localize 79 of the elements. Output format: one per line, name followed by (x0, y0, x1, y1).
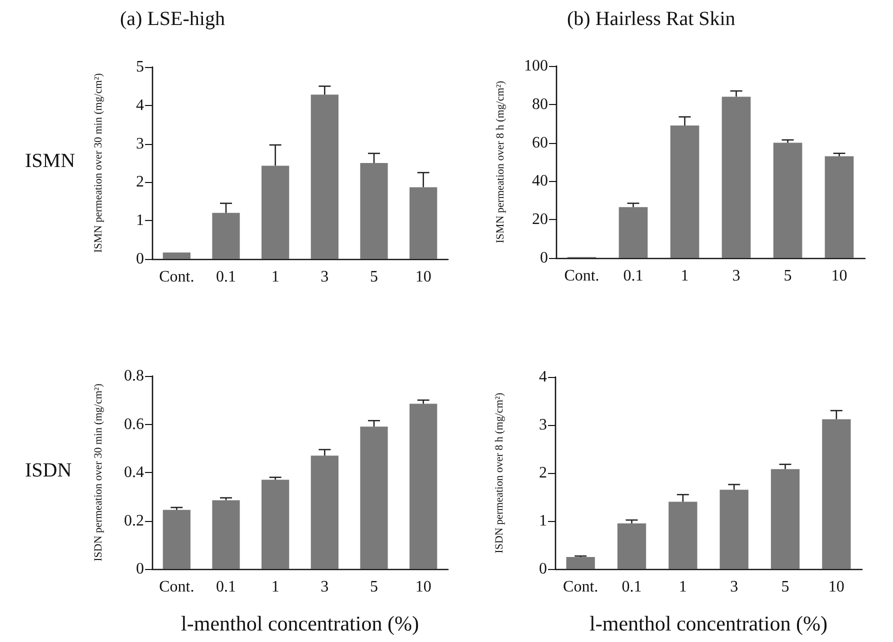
y-tick-label: 80 (532, 96, 548, 113)
x-tick-label: 1 (678, 578, 687, 596)
bar (410, 404, 438, 569)
bar (722, 96, 751, 258)
bar (566, 557, 595, 569)
bar (770, 469, 800, 569)
bar (410, 187, 438, 259)
bar (360, 426, 388, 569)
y-tick-label: 0.2 (124, 512, 144, 530)
bar (262, 480, 290, 569)
x-tick-label: 5 (784, 268, 792, 284)
bar (822, 419, 851, 569)
y-tick-label: 0 (136, 250, 144, 268)
x-tick-label: 10 (415, 578, 432, 596)
bar (212, 212, 240, 259)
x-tick-label: 5 (370, 268, 378, 286)
y-tick-label: 0.4 (124, 464, 144, 481)
y-tick-label: 0 (539, 560, 547, 578)
x-tick-label: Cont. (564, 268, 600, 284)
y-tick-label: 0.6 (124, 416, 144, 433)
bar (670, 126, 700, 258)
y-tick-label: 1 (539, 512, 547, 530)
y-tick-label: 2 (136, 174, 144, 191)
bar (310, 456, 338, 569)
y-tick-label: 0.8 (124, 368, 144, 384)
y-tick-label: 40 (532, 172, 548, 190)
bar (720, 490, 748, 569)
y-tick-label: 20 (532, 211, 548, 228)
bar (162, 510, 190, 569)
y-axis-title: ISMN permeation over 30 min (mg/cm²) (92, 72, 104, 253)
y-tick-label: 5 (136, 58, 144, 76)
bar (618, 207, 648, 258)
bar (360, 163, 388, 259)
x-tick-label: 3 (732, 268, 740, 284)
x-tick-label: 0.1 (216, 268, 236, 286)
y-tick-label: 4 (136, 96, 144, 114)
bar (824, 156, 854, 258)
y-tick-label: 0 (540, 250, 548, 266)
x-tick-label: 3 (730, 578, 738, 596)
x-tick-label: 10 (828, 578, 844, 596)
bar (668, 502, 698, 569)
y-tick-label: 100 (524, 58, 548, 74)
x-tick-label: 1 (271, 268, 280, 286)
bar (310, 94, 338, 259)
x-tick-label: 0.1 (623, 268, 644, 284)
bar (162, 252, 190, 259)
x-tick-label: 3 (320, 268, 329, 286)
x-tick-label: 3 (320, 578, 329, 596)
y-axis-title: ISDN permeation over 8 h (mg/cm²) (494, 392, 506, 554)
y-tick-label: 60 (532, 134, 548, 152)
x-tick-label: 10 (415, 268, 432, 286)
x-tick-label: 0.1 (622, 578, 642, 596)
bar (212, 500, 240, 569)
y-tick-label: 1 (136, 212, 144, 230)
text: ISDN (25, 460, 72, 482)
y-axis-title: ISMN permeation over 8 h (mg/cm²) (494, 80, 506, 244)
x-axis-title: l-menthol concentration (%) (590, 612, 828, 636)
y-tick-label: 3 (539, 416, 547, 434)
bar (617, 523, 646, 569)
x-axis-title: l-menthol concentration (%) (181, 612, 419, 636)
y-tick-label: 3 (136, 135, 144, 152)
x-tick-label: 10 (831, 268, 848, 284)
y-tick-label: 4 (539, 368, 547, 386)
bar (262, 166, 290, 259)
text: ISMN (25, 150, 76, 172)
x-tick-label: 5 (370, 578, 378, 596)
y-tick-label: 0 (136, 560, 144, 578)
y-tick-label: 2 (539, 464, 547, 482)
x-tick-label: 1 (271, 578, 280, 596)
x-tick-label: Cont. (159, 268, 194, 286)
chart-title: (b) Hairless Rat Skin (567, 8, 736, 30)
x-tick-label: 1 (680, 268, 689, 284)
x-tick-label: Cont. (159, 578, 194, 596)
y-axis-title: ISDN permeation over 30 min (mg/cm²) (92, 383, 104, 562)
x-tick-label: 0.1 (216, 578, 236, 596)
bar (773, 142, 802, 258)
x-tick-label: 5 (781, 578, 790, 596)
chart-title: (a) LSE-high (120, 8, 225, 30)
x-tick-label: Cont. (563, 578, 598, 596)
